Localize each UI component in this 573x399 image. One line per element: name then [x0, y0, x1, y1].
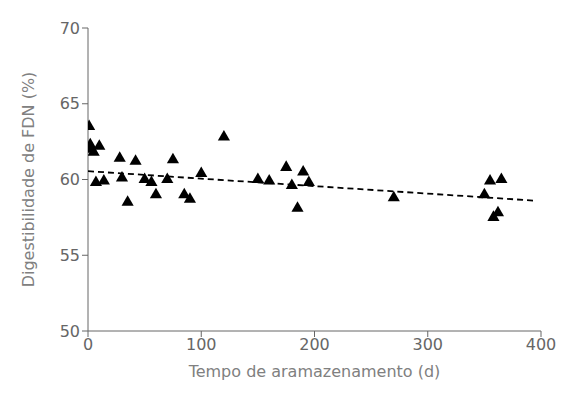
svg-text:200: 200	[299, 335, 330, 354]
svg-text:70: 70	[60, 19, 80, 38]
svg-text:65: 65	[60, 94, 80, 113]
svg-text:50: 50	[60, 322, 80, 341]
svg-text:0: 0	[83, 335, 93, 354]
svg-text:55: 55	[60, 246, 80, 265]
svg-text:300: 300	[412, 335, 443, 354]
svg-text:60: 60	[60, 170, 80, 189]
svg-text:100: 100	[186, 335, 217, 354]
svg-text:400: 400	[526, 335, 557, 354]
svg-text:Tempo de aramazenamento (d): Tempo de aramazenamento (d)	[188, 362, 441, 381]
svg-text:Digestibilidade de FDN (%): Digestibilidade de FDN (%)	[19, 72, 38, 288]
